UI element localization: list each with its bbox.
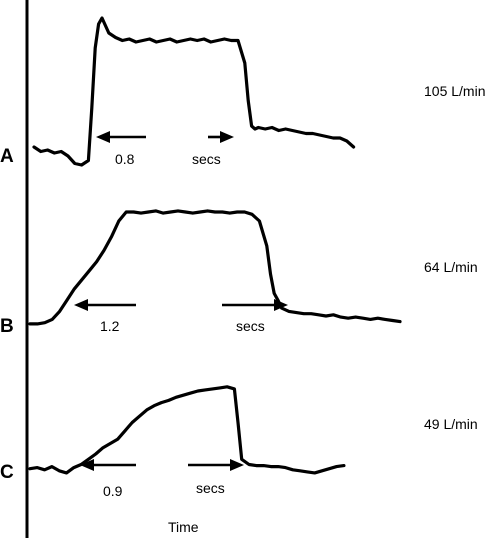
duration-arrow-right-c (188, 459, 244, 471)
duration-label-a: 0.8 (115, 151, 135, 167)
duration-arrow-right-b (222, 299, 288, 311)
flow-rate-label-a: 105 L/min (424, 83, 485, 99)
flow-trace-a (32, 16, 356, 167)
flow-trace-c (28, 385, 346, 475)
duration-arrow-left-b (74, 299, 136, 311)
secs-label-c: secs (196, 480, 225, 496)
panel-a: A 105 L/min 0.8 secs (0, 16, 485, 167)
time-axis-label: Time (168, 519, 199, 535)
duration-arrow-left-a (96, 131, 146, 143)
panel-b: B 64 L/min 1.2 secs (0, 209, 478, 337)
panel-letter-a: A (0, 146, 14, 167)
panel-c: C 49 L/min 0.9 secs (0, 385, 478, 499)
duration-arrow-right-a (208, 131, 234, 143)
secs-label-b: secs (236, 318, 265, 334)
duration-label-c: 0.9 (103, 483, 123, 499)
flow-trace-b (28, 209, 402, 326)
secs-label-a: secs (192, 151, 221, 167)
duration-arrow-left-c (80, 459, 136, 471)
panel-letter-c: C (0, 462, 14, 483)
panel-letter-b: B (0, 316, 14, 337)
flow-rate-label-b: 64 L/min (424, 259, 478, 275)
flow-rate-label-c: 49 L/min (424, 416, 478, 432)
duration-label-b: 1.2 (100, 318, 120, 334)
